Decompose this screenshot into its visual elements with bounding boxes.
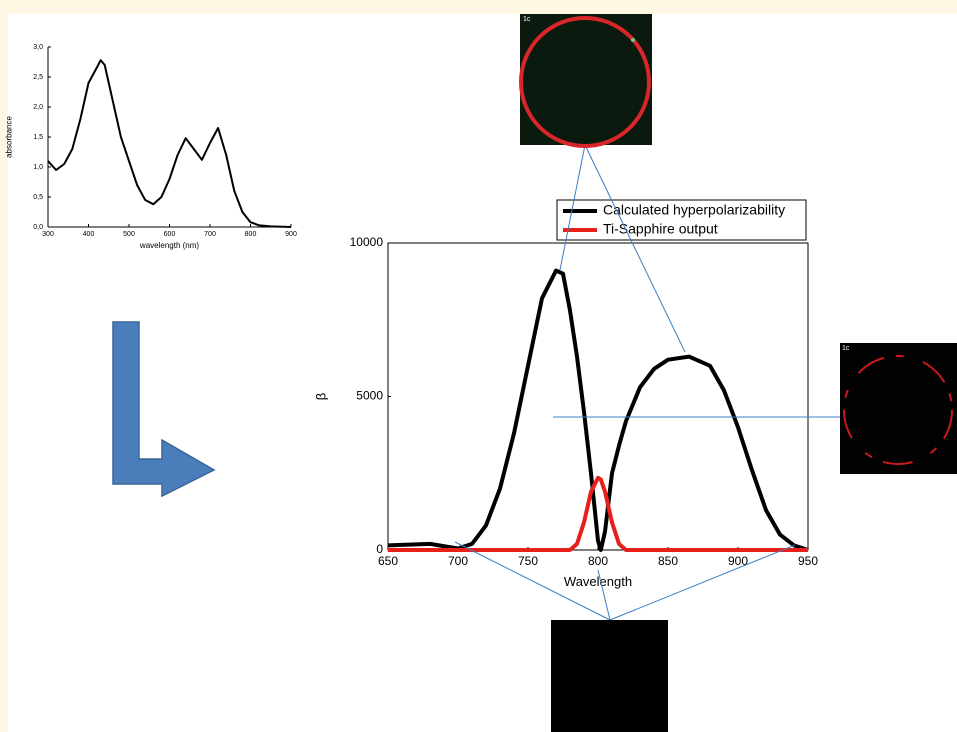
x-axis-label: Wavelength [564,574,632,589]
x-tick-label: 650 [378,554,398,568]
figure: 300 400 500 600 700 800 900 0,0 0,5 1,0 1,5 2,0 2,5 3… [0,0,957,732]
x-tick-label: 600 [164,231,176,238]
y-tick-label: 0,0 [33,224,43,231]
y-tick-label: 1,5 [33,134,43,141]
x-tick-label: 300 [42,231,54,238]
x-tick-label: 800 [588,554,608,568]
x-tick-label: 850 [658,554,678,568]
image-right: 1c [840,343,957,474]
legend-label: Ti-Sapphire output [603,221,718,237]
x-tick-label: 700 [204,231,216,238]
x-tick-label: 900 [285,231,297,238]
image-bottom [551,620,668,732]
y-tick-label: 10000 [350,235,384,249]
image-label: 1c [842,345,850,352]
y-tick-label: 2,0 [33,104,43,111]
x-axis-label: wavelength (nm) [139,241,199,250]
y-axis-label: β [313,393,328,400]
x-tick-label: 500 [123,231,135,238]
y-tick-label: 0 [376,542,383,556]
y-tick-label: 1,0 [33,164,43,171]
x-tick-label: 750 [518,554,538,568]
y-tick-label: 3,0 [33,44,43,51]
x-tick-label: 950 [798,554,818,568]
y-tick-label: 2,5 [33,74,43,81]
legend-label: Calculated hyperpolarizability [603,202,785,218]
x-tick-label: 400 [83,231,95,238]
y-tick-label: 0,5 [33,194,43,201]
x-tick-label: 700 [448,554,468,568]
x-tick-label: 800 [245,231,257,238]
image-label: 1c [523,16,531,23]
image-top: 1c [520,14,652,146]
plot-frame [388,243,808,550]
x-tick-label: 900 [728,554,748,568]
y-axis-label: absorbance [5,116,14,158]
y-tick-label: 5000 [356,389,383,403]
